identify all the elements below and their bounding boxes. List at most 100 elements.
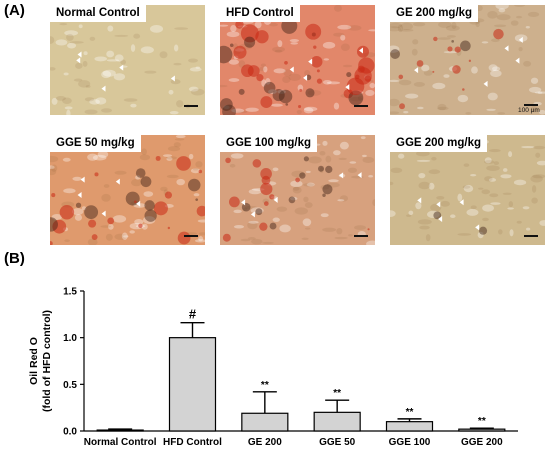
lipid-droplet bbox=[107, 217, 115, 225]
arrow-marker bbox=[339, 172, 344, 179]
tissue-texture bbox=[279, 224, 291, 233]
arrow-marker bbox=[170, 75, 175, 82]
tissue-texture bbox=[166, 156, 173, 161]
tissue-texture bbox=[525, 26, 530, 29]
tissue-texture bbox=[417, 219, 432, 225]
tissue-texture bbox=[272, 46, 285, 53]
tissue-texture bbox=[176, 100, 184, 108]
tissue-texture bbox=[198, 236, 204, 242]
tissue-texture bbox=[526, 227, 531, 231]
x-tick-label: GE 200 bbox=[248, 437, 282, 448]
tissue-texture bbox=[230, 25, 237, 33]
tissue-texture bbox=[100, 108, 113, 113]
tissue-texture bbox=[123, 98, 138, 102]
tissue-texture bbox=[149, 24, 164, 33]
tissue-texture bbox=[432, 82, 446, 90]
tissue-texture bbox=[340, 34, 346, 41]
scale-bar bbox=[524, 104, 538, 106]
tissue-texture bbox=[81, 206, 87, 211]
lipid-droplet bbox=[240, 24, 259, 43]
tissue-texture bbox=[500, 174, 512, 179]
tissue-texture bbox=[197, 219, 205, 223]
lipid-droplet bbox=[235, 20, 244, 29]
tissue-texture bbox=[457, 193, 463, 202]
lipid-droplet bbox=[260, 168, 272, 180]
y-tick-label: 1.5 bbox=[63, 287, 77, 298]
lipid-droplet bbox=[272, 89, 285, 102]
lipid-droplet bbox=[177, 231, 191, 245]
tissue-texture bbox=[106, 59, 120, 62]
tissue-texture bbox=[437, 37, 451, 40]
tissue-texture bbox=[398, 79, 412, 86]
lipid-droplet bbox=[260, 96, 273, 109]
tissue-texture bbox=[463, 163, 470, 167]
tissue-texture bbox=[159, 51, 168, 59]
tissue-texture bbox=[226, 31, 240, 38]
tissue-texture bbox=[283, 69, 292, 77]
tissue-texture bbox=[366, 240, 375, 245]
arrow-marker bbox=[475, 224, 480, 231]
scale-bar bbox=[524, 235, 538, 237]
arrow-marker bbox=[76, 57, 81, 64]
tissue-texture bbox=[532, 174, 545, 179]
tissue-texture bbox=[347, 167, 358, 173]
tissue-texture bbox=[173, 62, 182, 66]
tissue-texture bbox=[390, 79, 400, 83]
arrow-marker bbox=[417, 197, 422, 204]
lipid-droplet bbox=[229, 43, 234, 48]
tissue-texture bbox=[531, 185, 537, 193]
tissue-texture bbox=[487, 92, 498, 101]
tissue-texture bbox=[513, 179, 527, 186]
lipid-droplet bbox=[478, 226, 488, 235]
lipid-droplet bbox=[144, 209, 157, 222]
scale-bar bbox=[184, 235, 198, 237]
tissue-texture bbox=[498, 229, 503, 235]
arrow-marker bbox=[359, 47, 364, 54]
tissue-texture bbox=[339, 141, 349, 150]
lipid-droplet bbox=[187, 178, 201, 192]
lipid-droplet bbox=[59, 204, 75, 220]
tissue-texture bbox=[141, 148, 147, 156]
tissue-texture bbox=[130, 44, 136, 52]
tissue-texture bbox=[326, 182, 340, 188]
tissue-texture bbox=[421, 64, 430, 72]
tissue-texture bbox=[484, 176, 493, 182]
y-axis-label: Oil Red O bbox=[28, 337, 40, 385]
lipid-droplet bbox=[238, 88, 245, 95]
tissue-texture bbox=[390, 45, 400, 53]
tissue-texture bbox=[527, 11, 540, 17]
y-tick-label: 1.0 bbox=[63, 333, 77, 344]
tissue-texture bbox=[481, 41, 489, 44]
tissue-texture bbox=[466, 208, 479, 216]
micrograph-label: GGE 200 mg/kg bbox=[390, 135, 488, 152]
tissue-texture bbox=[292, 186, 302, 194]
tissue-background bbox=[50, 135, 205, 245]
tissue-texture bbox=[251, 238, 263, 245]
tissue-texture bbox=[369, 82, 375, 89]
tissue-texture bbox=[305, 170, 311, 173]
tissue-texture bbox=[462, 185, 471, 189]
tissue-texture bbox=[72, 208, 84, 216]
bar bbox=[96, 429, 144, 432]
lipid-droplet bbox=[260, 182, 273, 196]
bar bbox=[313, 411, 361, 432]
tissue-texture bbox=[530, 105, 538, 113]
scale-text: 100 μm bbox=[518, 107, 540, 114]
tissue-texture bbox=[261, 79, 267, 87]
lipid-droplet bbox=[305, 23, 322, 40]
tissue-texture bbox=[307, 89, 322, 96]
tissue-texture bbox=[536, 160, 545, 166]
tissue-texture bbox=[292, 186, 300, 191]
tissue-texture bbox=[233, 224, 245, 229]
tissue-texture bbox=[66, 33, 74, 41]
tissue-texture bbox=[486, 165, 500, 171]
tissue-texture bbox=[120, 59, 126, 65]
lipid-droplet bbox=[228, 196, 240, 208]
tissue-texture bbox=[254, 21, 262, 29]
tissue-texture bbox=[192, 168, 199, 171]
chart-labels: Normal Control # HFD Control ** GE 200 ** GGE … bbox=[84, 307, 503, 448]
tissue-texture bbox=[534, 91, 545, 94]
lipid-droplet bbox=[255, 208, 263, 216]
tissue-texture bbox=[296, 109, 302, 115]
tissue-texture bbox=[198, 232, 205, 236]
